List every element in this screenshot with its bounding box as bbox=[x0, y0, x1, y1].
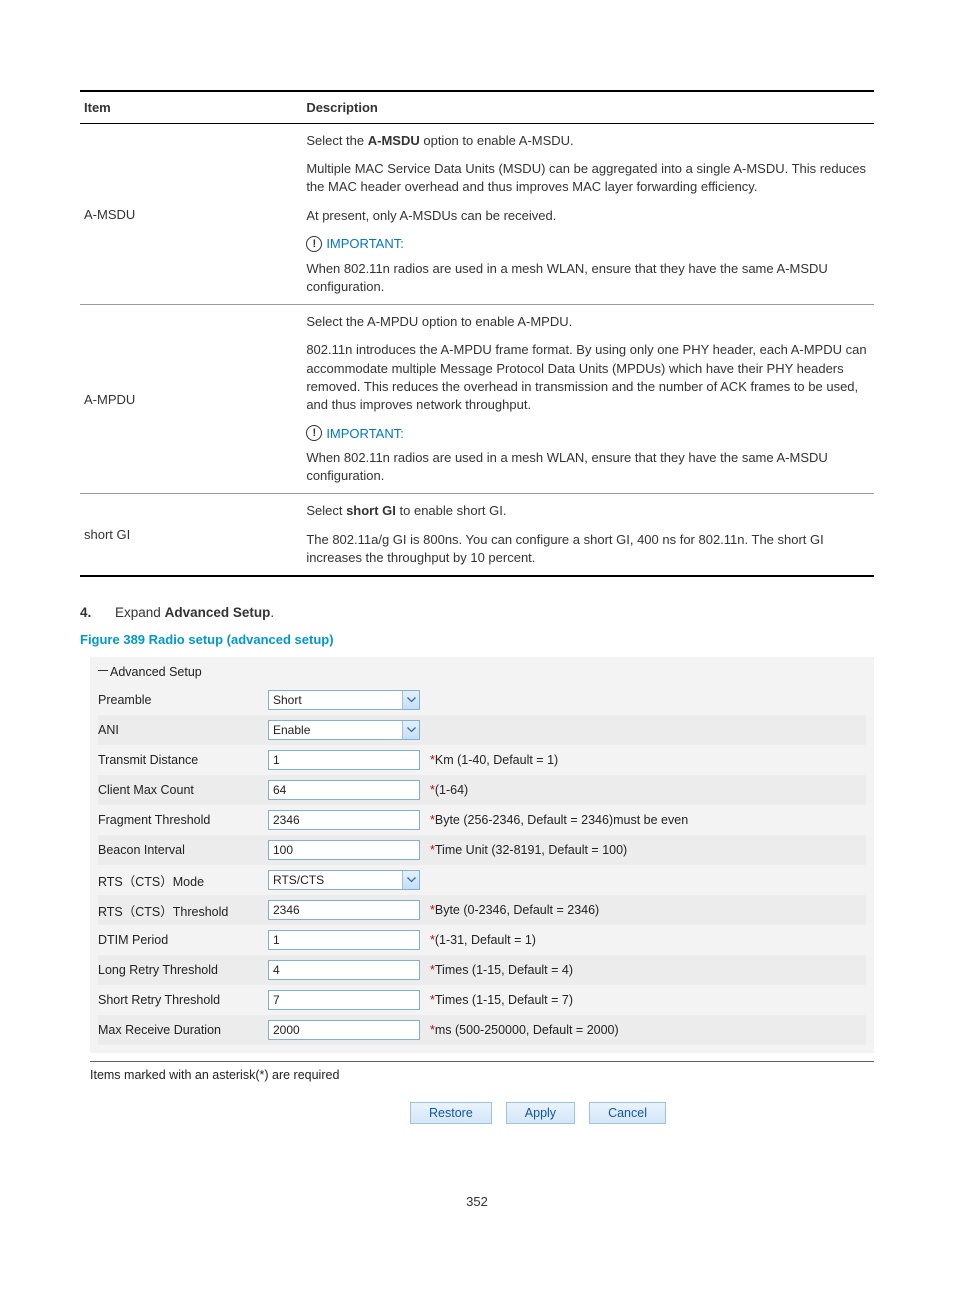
field-label: Short Retry Threshold bbox=[98, 993, 268, 1007]
input-fragment-threshold[interactable] bbox=[268, 810, 420, 830]
form-row: DTIM Period *(1-31, Default = 1) bbox=[98, 925, 866, 955]
important-label: ! IMPORTANT: bbox=[306, 236, 404, 252]
figure-caption: Figure 389 Radio setup (advanced setup) bbox=[80, 632, 874, 647]
th-item: Item bbox=[80, 91, 302, 124]
form-row: RTS（CTS）ModeRTS/CTS bbox=[98, 865, 866, 895]
important-icon: ! bbox=[306, 425, 322, 441]
chevron-down-icon[interactable] bbox=[402, 871, 419, 889]
form-row: Fragment Threshold *Byte (256-2346, Defau… bbox=[98, 805, 866, 835]
apply-button[interactable]: Apply bbox=[506, 1102, 575, 1124]
form-row: Max Receive Duration *ms (500-250000, Def… bbox=[98, 1015, 866, 1045]
item-description-table: Item Description A-MSDU Select the A-MSD… bbox=[80, 90, 874, 577]
chevron-down-icon[interactable] bbox=[402, 691, 419, 709]
restore-button[interactable]: Restore bbox=[410, 1102, 492, 1124]
table-row: A-MSDU Select the A-MSDU option to enabl… bbox=[80, 124, 874, 305]
field-hint: *Byte (0-2346, Default = 2346) bbox=[430, 903, 599, 917]
input-client-max-count[interactable] bbox=[268, 780, 420, 800]
field-label: DTIM Period bbox=[98, 933, 268, 947]
field-label: Max Receive Duration bbox=[98, 1023, 268, 1037]
cancel-button[interactable]: Cancel bbox=[589, 1102, 666, 1124]
form-row: Short Retry Threshold *Times (1-15, Defau… bbox=[98, 985, 866, 1015]
item-cell: A-MSDU bbox=[80, 124, 302, 305]
important-icon: ! bbox=[306, 236, 322, 252]
field-hint: *Time Unit (32-8191, Default = 100) bbox=[430, 843, 627, 857]
form-row: Beacon Interval *Time Unit (32-8191, Defa… bbox=[98, 835, 866, 865]
step-instruction: 4. Expand Advanced Setup. bbox=[80, 605, 874, 620]
field-hint: *Times (1-15, Default = 4) bbox=[430, 963, 573, 977]
desc-cell: Select the A-MPDU option to enable A-MPD… bbox=[302, 305, 874, 494]
select-ani[interactable]: Enable bbox=[268, 720, 420, 740]
field-hint: *Times (1-15, Default = 7) bbox=[430, 993, 573, 1007]
form-row: RTS（CTS）Threshold *Byte (0-2346, Default … bbox=[98, 895, 866, 925]
field-label: Long Retry Threshold bbox=[98, 963, 268, 977]
form-row: PreambleShort bbox=[98, 685, 866, 715]
table-row: short GI Select short GI to enable short… bbox=[80, 494, 874, 576]
field-label: ANI bbox=[98, 723, 268, 737]
required-footnote: Items marked with an asterisk(*) are req… bbox=[90, 1068, 874, 1082]
select-rts-cts-mode[interactable]: RTS/CTS bbox=[268, 870, 420, 890]
field-label: Transmit Distance bbox=[98, 753, 268, 767]
field-hint: *Byte (256-2346, Default = 2346)must be … bbox=[430, 813, 688, 827]
field-label: Preamble bbox=[98, 693, 268, 707]
desc-cell: Select short GI to enable short GI. The … bbox=[302, 494, 874, 576]
separator bbox=[90, 1061, 874, 1062]
table-row: A-MPDU Select the A-MPDU option to enabl… bbox=[80, 305, 874, 494]
advanced-setup-form: Advanced Setup PreambleShortANIEnableTra… bbox=[90, 657, 874, 1053]
desc-cell: Select the A-MSDU option to enable A-MSD… bbox=[302, 124, 874, 305]
section-header[interactable]: Advanced Setup bbox=[98, 661, 866, 685]
field-label: Fragment Threshold bbox=[98, 813, 268, 827]
item-cell: short GI bbox=[80, 494, 302, 576]
page-number: 352 bbox=[80, 1194, 874, 1209]
th-description: Description bbox=[302, 91, 874, 124]
input-beacon-interval[interactable] bbox=[268, 840, 420, 860]
input-short-retry-threshold[interactable] bbox=[268, 990, 420, 1010]
field-hint: *ms (500-250000, Default = 2000) bbox=[430, 1023, 619, 1037]
button-row: Restore Apply Cancel bbox=[410, 1102, 874, 1124]
collapse-icon[interactable] bbox=[98, 670, 108, 672]
input-dtim-period[interactable] bbox=[268, 930, 420, 950]
input-long-retry-threshold[interactable] bbox=[268, 960, 420, 980]
input-max-receive-duration[interactable] bbox=[268, 1020, 420, 1040]
chevron-down-icon[interactable] bbox=[402, 721, 419, 739]
select-preamble[interactable]: Short bbox=[268, 690, 420, 710]
input-transmit-distance[interactable] bbox=[268, 750, 420, 770]
field-label: RTS（CTS）Mode bbox=[98, 871, 268, 890]
item-cell: A-MPDU bbox=[80, 305, 302, 494]
field-label: Beacon Interval bbox=[98, 843, 268, 857]
form-row: Transmit Distance *Km (1-40, Default = 1) bbox=[98, 745, 866, 775]
form-row: Long Retry Threshold *Times (1-15, Defaul… bbox=[98, 955, 866, 985]
field-hint: *(1-64) bbox=[430, 783, 468, 797]
input-rts-cts-threshold[interactable] bbox=[268, 900, 420, 920]
field-hint: *Km (1-40, Default = 1) bbox=[430, 753, 558, 767]
field-hint: *(1-31, Default = 1) bbox=[430, 933, 536, 947]
form-row: Client Max Count *(1-64) bbox=[98, 775, 866, 805]
field-label: RTS（CTS）Threshold bbox=[98, 901, 268, 920]
important-label: ! IMPORTANT: bbox=[306, 425, 404, 441]
form-row: ANIEnable bbox=[98, 715, 866, 745]
field-label: Client Max Count bbox=[98, 783, 268, 797]
